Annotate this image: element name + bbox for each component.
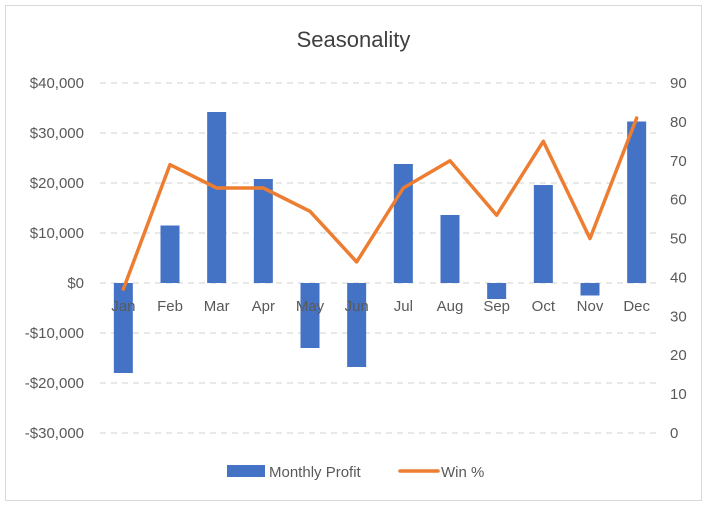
x-tick-label: Sep <box>483 298 510 315</box>
right-tick-label: 80 <box>670 114 687 131</box>
profit-bar <box>627 121 647 283</box>
right-axis-labels: 90 80 70 60 50 40 30 20 10 0 <box>670 75 687 442</box>
right-tick-label: 70 <box>670 153 687 170</box>
legend-label-win: Win % <box>441 464 484 481</box>
left-axis-labels: $40,000 $30,000 $20,000 $10,000 $0 -$10,000 -$… <box>25 75 84 442</box>
x-tick-label: Apr <box>252 298 275 315</box>
gridlines <box>100 82 660 434</box>
profit-bar <box>113 283 133 373</box>
x-tick-label: Feb <box>157 298 183 315</box>
profit-bar <box>300 283 320 348</box>
x-tick-label: Jan <box>111 298 135 315</box>
win-pct-line <box>121 116 639 291</box>
right-tick-label: 30 <box>670 308 687 325</box>
profit-bar <box>440 215 460 283</box>
left-tick-label: $10,000 <box>30 225 84 242</box>
legend-swatch-profit <box>227 465 265 477</box>
left-tick-label: $0 <box>67 275 84 292</box>
legend-label-profit: Monthly Profit <box>269 464 362 481</box>
x-tick-label: Dec <box>623 298 650 315</box>
profit-bar <box>253 179 273 283</box>
right-tick-label: 90 <box>670 75 687 92</box>
profit-bar <box>487 283 507 299</box>
profit-bar <box>533 185 553 283</box>
x-tick-label: Oct <box>532 298 556 315</box>
right-tick-label: 60 <box>670 192 687 209</box>
left-tick-label: -$20,000 <box>25 375 84 392</box>
x-tick-label: Mar <box>204 298 230 315</box>
right-tick-label: 0 <box>670 425 678 442</box>
profit-bar <box>207 112 227 283</box>
left-tick-label: -$10,000 <box>25 325 84 342</box>
profit-bars <box>113 112 647 373</box>
right-tick-label: 10 <box>670 386 687 403</box>
chart-frame <box>5 5 702 501</box>
profit-bar <box>160 225 180 283</box>
x-tick-label: May <box>296 298 325 315</box>
x-tick-label: Aug <box>437 298 464 315</box>
left-tick-label: $20,000 <box>30 175 84 192</box>
left-tick-label: $40,000 <box>30 75 84 92</box>
x-axis-labels: Jan Feb Mar Apr May Jun Jul Aug Sep Oct Nov Dec <box>111 298 650 315</box>
legend: Monthly Profit Win % <box>227 464 484 481</box>
profit-bar <box>347 283 367 367</box>
x-tick-label: Jun <box>345 298 369 315</box>
left-tick-label: $30,000 <box>30 125 84 142</box>
profit-bar <box>580 283 600 296</box>
chart-title: Seasonality <box>296 27 411 52</box>
win-line <box>121 116 639 291</box>
x-tick-label: Nov <box>577 298 604 315</box>
right-tick-label: 50 <box>670 231 687 248</box>
profit-bar <box>393 164 413 283</box>
left-tick-label: -$30,000 <box>25 425 84 442</box>
right-tick-label: 40 <box>670 269 687 286</box>
x-tick-label: Jul <box>394 298 413 315</box>
right-tick-label: 20 <box>670 347 687 364</box>
